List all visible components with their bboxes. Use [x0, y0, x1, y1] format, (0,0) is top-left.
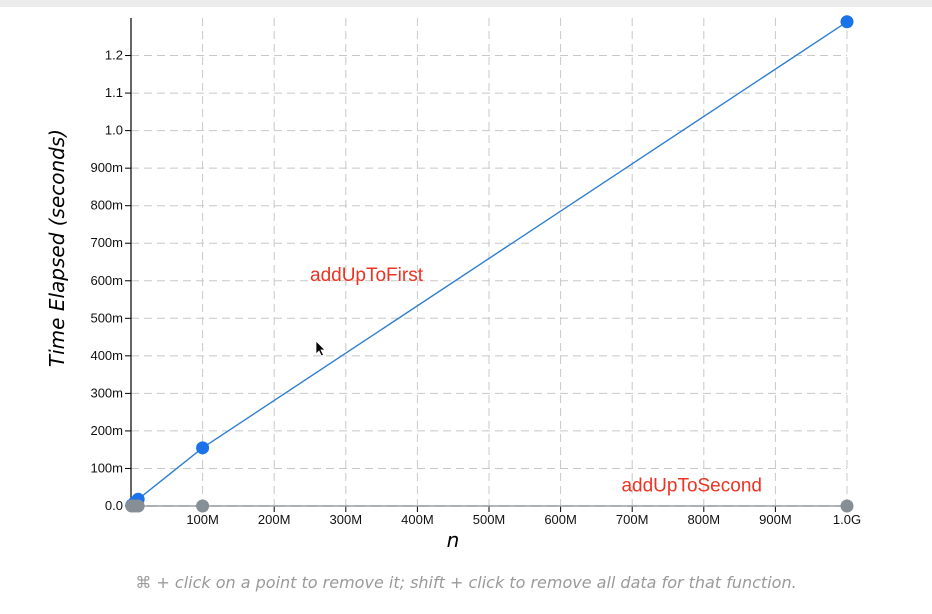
x-tick-label: 800M	[688, 512, 721, 527]
x-tick-label: 600M	[544, 512, 577, 527]
chart-hint-caption: ⌘ + click on a point to remove it; shift…	[135, 573, 797, 592]
data-point-add-up-to-second[interactable]	[131, 499, 145, 513]
y-tick-label: 1.0	[105, 123, 123, 138]
y-tick-label: 600m	[90, 273, 123, 288]
x-tick-label: 100M	[186, 512, 219, 527]
axes	[125, 18, 848, 512]
y-tick-label: 800m	[90, 198, 123, 213]
data-point-add-up-to-second[interactable]	[840, 499, 854, 513]
x-tick-label: 300M	[330, 512, 363, 527]
series-line-add-up-to-first	[131, 21, 848, 506]
x-tick-label: 200M	[258, 512, 291, 527]
series-labels: addUpToFirst addUpToSecond	[310, 265, 762, 497]
grid-lines	[131, 18, 848, 506]
data-point-add-up-to-first[interactable]	[840, 15, 854, 29]
y-tick-label: 500m	[90, 310, 123, 325]
y-tick-labels: 0.0 100m 200m 300m 400m 500m 600m 700m 800m 900m 1…	[90, 48, 123, 513]
y-tick-label: 900m	[90, 160, 123, 175]
y-tick-label: 700m	[90, 235, 123, 250]
top-strip	[0, 0, 932, 7]
series	[125, 15, 854, 513]
y-tick-label: 1.1	[105, 85, 123, 100]
x-tick-label: 400M	[401, 512, 434, 527]
x-tick-label: 1.0G	[833, 512, 861, 527]
y-tick-label: 400m	[90, 348, 123, 363]
y-tick-label: 100m	[90, 460, 123, 475]
x-tick-label: 700M	[616, 512, 649, 527]
data-point-add-up-to-second[interactable]	[196, 499, 210, 513]
x-tick-label: 900M	[759, 512, 792, 527]
y-tick-label: 200m	[90, 423, 123, 438]
series-label-add-up-to-first: addUpToFirst	[310, 265, 424, 286]
y-tick-label: 0.0	[105, 498, 123, 513]
x-axis-title: n	[447, 528, 460, 552]
series-add-up-to-second	[125, 499, 854, 513]
data-point-add-up-to-first[interactable]	[196, 441, 210, 455]
y-tick-label: 300m	[90, 385, 123, 400]
x-tick-label: 500M	[473, 512, 506, 527]
series-label-add-up-to-second: addUpToSecond	[621, 476, 762, 497]
x-tick-labels: 100M 200M 300M 400M 500M 600M 700M 800M 900M 1.0G	[186, 512, 861, 527]
y-tick-label: 1.2	[105, 48, 123, 63]
mouse-cursor-icon	[315, 340, 326, 357]
y-axis-title: Time Elapsed (seconds)	[45, 129, 69, 367]
